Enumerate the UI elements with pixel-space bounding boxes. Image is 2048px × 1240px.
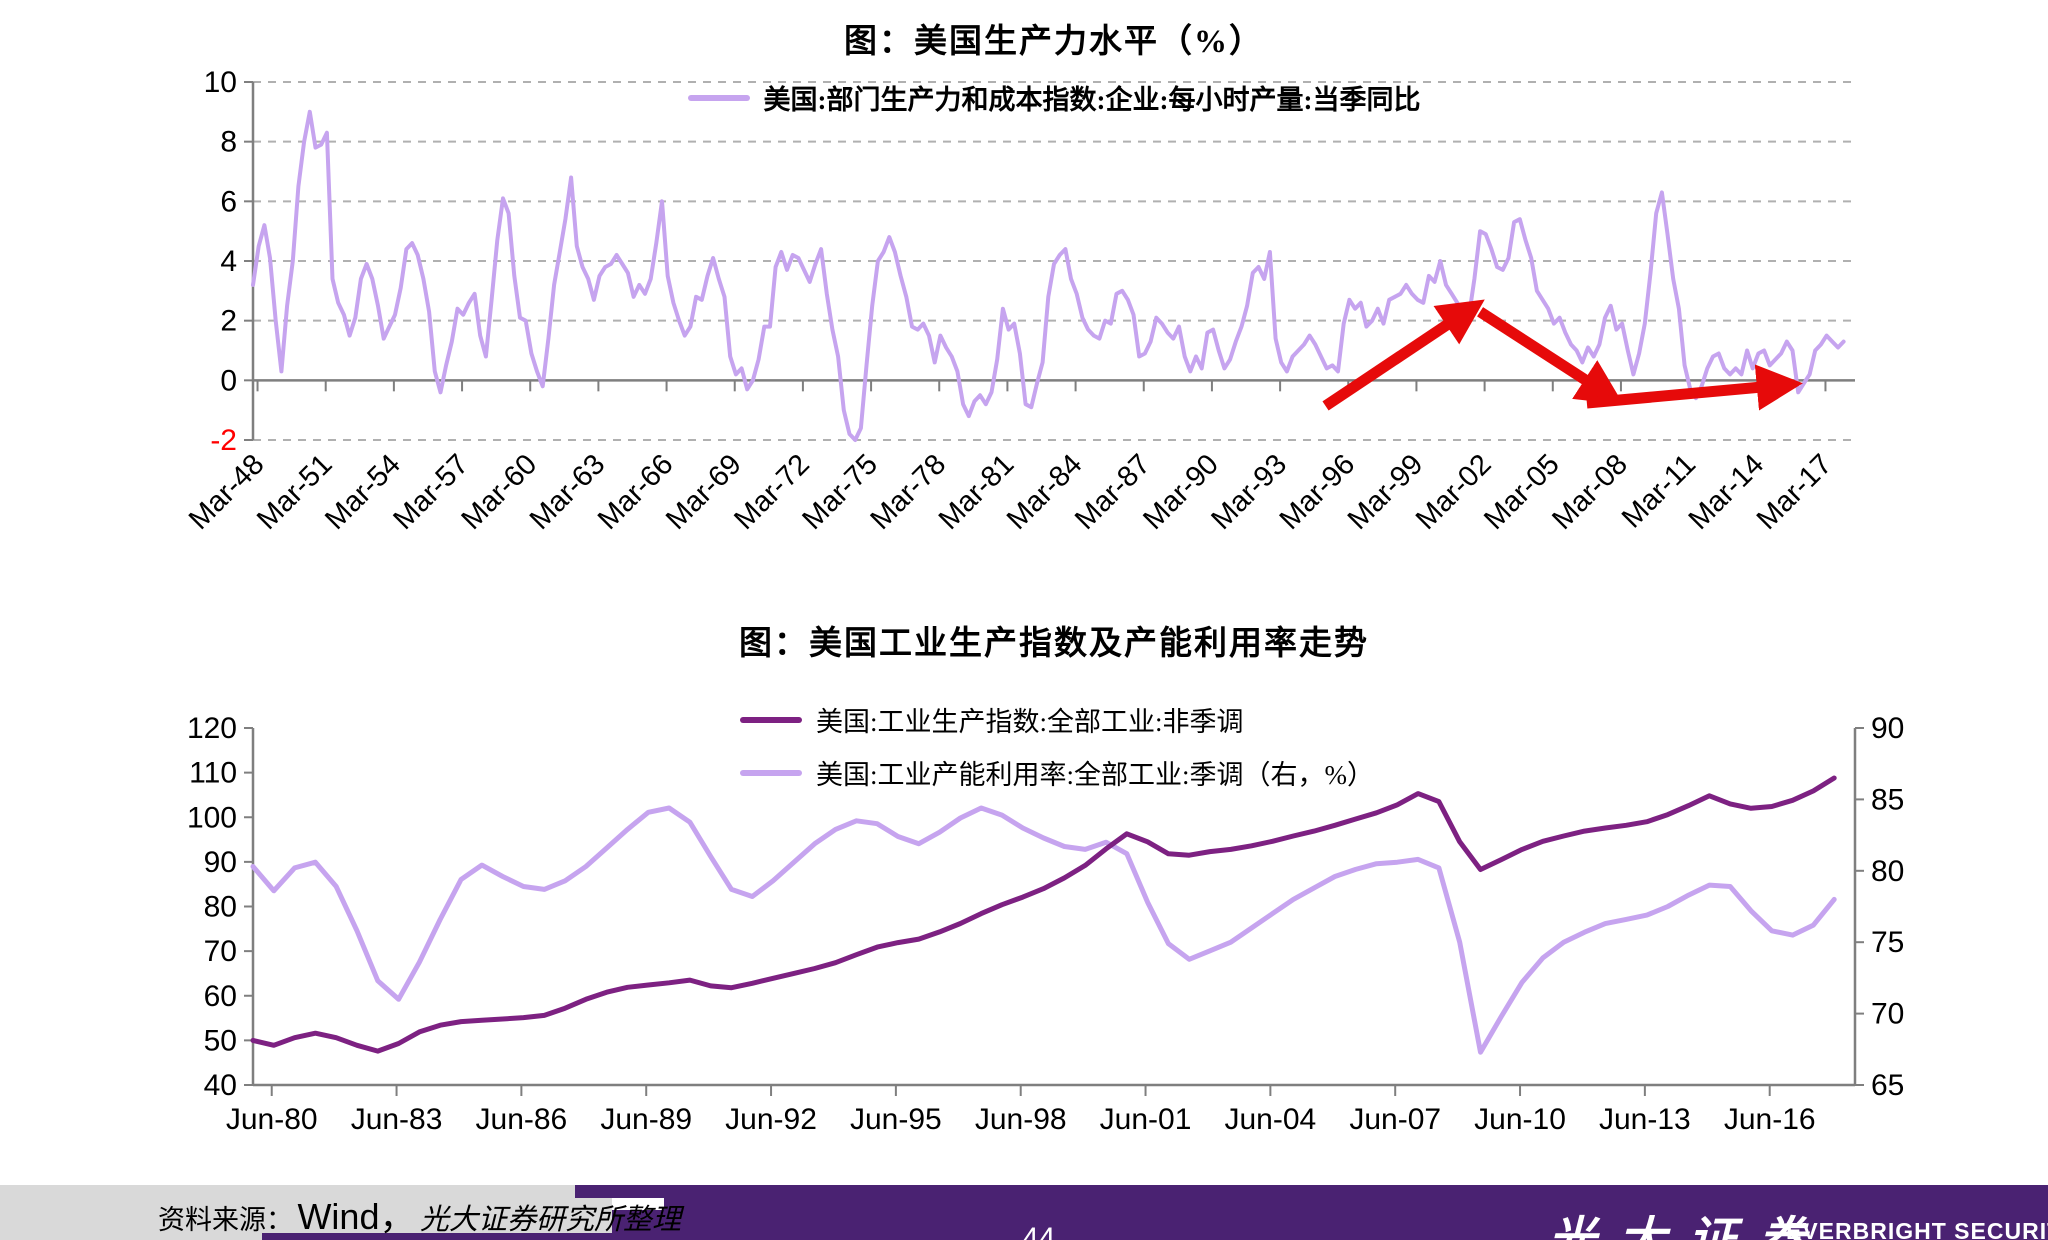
svg-text:Mar-14: Mar-14 (1683, 448, 1771, 536)
svg-text:75: 75 (1871, 926, 1904, 959)
svg-text:90: 90 (204, 846, 237, 879)
footer-banner-step (480, 1224, 612, 1233)
chart2-legend: 美国:工业生产指数:全部工业:非季调 美国:工业产能利用率:全部工业:季调（右，… (740, 700, 1374, 792)
svg-text:8: 8 (220, 126, 237, 159)
productivity-line (251, 109, 1846, 442)
footer-banner (612, 1185, 2048, 1240)
svg-text:Jun-83: Jun-83 (351, 1103, 443, 1136)
svg-text:Mar-99: Mar-99 (1342, 448, 1430, 536)
svg-text:Mar-90: Mar-90 (1137, 448, 1225, 536)
svg-text:80: 80 (204, 891, 237, 924)
chart2-plot: 120 110 100 90 80 70 60 50 40 90 85 80 75 70 65 Jun-80 J… (187, 712, 1904, 1136)
svg-text:Mar-78: Mar-78 (865, 448, 953, 536)
everbright-logo-cn: 光大证券 (1548, 1200, 1828, 1240)
svg-text:Jun-04: Jun-04 (1225, 1103, 1317, 1136)
chart2-legend-row-ip: 美国:工业生产指数:全部工业:非季调 (740, 700, 1374, 739)
svg-text:Mar-02: Mar-02 (1410, 448, 1498, 536)
svg-text:Mar-08: Mar-08 (1546, 448, 1634, 536)
trend-arrow (1322, 299, 1485, 411)
svg-text:Mar-72: Mar-72 (728, 448, 816, 536)
footer-banner-step (612, 1198, 664, 1210)
svg-text:Mar-66: Mar-66 (592, 448, 680, 536)
svg-text:2: 2 (220, 305, 237, 338)
trend-arrow (1586, 364, 1803, 411)
svg-text:Jun-07: Jun-07 (1349, 1103, 1441, 1136)
svg-text:65: 65 (1871, 1069, 1904, 1102)
svg-text:4: 4 (220, 245, 237, 278)
chart2-legend-label-ip: 美国:工业生产指数:全部工业:非季调 (816, 707, 1244, 737)
svg-text:90: 90 (1871, 712, 1904, 745)
svg-text:Mar-93: Mar-93 (1205, 448, 1293, 536)
svg-text:70: 70 (1871, 998, 1904, 1031)
svg-text:Mar-57: Mar-57 (387, 448, 475, 536)
svg-text:Mar-81: Mar-81 (933, 448, 1021, 536)
chart2-legend-label-capacity: 美国:工业产能利用率:全部工业:季调（右，%） (816, 760, 1374, 790)
source-name: Wind， (297, 1196, 416, 1237)
svg-text:Jun-13: Jun-13 (1599, 1103, 1691, 1136)
svg-text:Mar-54: Mar-54 (319, 448, 407, 536)
source-rest: 光大证券研究所整理 (419, 1204, 681, 1236)
source-label: 资料来源： (158, 1205, 293, 1235)
svg-text:Mar-51: Mar-51 (251, 448, 339, 536)
svg-text:Mar-60: Mar-60 (456, 448, 544, 536)
svg-text:10: 10 (204, 66, 237, 99)
svg-text:Mar-05: Mar-05 (1478, 448, 1566, 536)
chart1-legend: 美国:部门生产力和成本指数:企业:每小时产量:当季同比 (253, 78, 1855, 117)
chart1-title: 图：美国生产力水平（%） (844, 24, 1264, 60)
svg-text:70: 70 (204, 935, 237, 968)
svg-text:Jun-95: Jun-95 (850, 1103, 942, 1136)
svg-text:Jun-16: Jun-16 (1724, 1103, 1816, 1136)
chart2-title: 图：美国工业生产指数及产能利用率走势 (739, 626, 1369, 662)
svg-text:-2: -2 (210, 424, 237, 457)
chart2-legend-row-capacity: 美国:工业产能利用率:全部工业:季调（右，%） (740, 753, 1374, 792)
svg-text:6: 6 (220, 185, 237, 218)
svg-text:Mar-75: Mar-75 (796, 448, 884, 536)
svg-text:50: 50 (204, 1024, 237, 1057)
chart1-legend-label: 美国:部门生产力和成本指数:企业:每小时产量:当季同比 (763, 85, 1421, 115)
page-number: 44 (1022, 1222, 1056, 1240)
svg-text:Jun-01: Jun-01 (1100, 1103, 1192, 1136)
svg-text:Jun-80: Jun-80 (226, 1103, 318, 1136)
svg-text:Mar-48: Mar-48 (183, 448, 271, 536)
everbright-logo-en: EVERBRIGHT SECURITIES (1786, 1218, 2048, 1240)
svg-text:Mar-96: Mar-96 (1274, 448, 1362, 536)
footer-banner-step (262, 1233, 612, 1240)
svg-text:Mar-63: Mar-63 (524, 448, 612, 536)
svg-text:100: 100 (187, 801, 237, 834)
chart2-legend-swatch-ip (740, 716, 802, 723)
svg-text:Jun-98: Jun-98 (975, 1103, 1067, 1136)
chart1-legend-swatch (687, 94, 750, 101)
svg-text:Jun-92: Jun-92 (725, 1103, 817, 1136)
svg-text:Jun-89: Jun-89 (600, 1103, 692, 1136)
chart2-legend-swatch-capacity (740, 769, 802, 776)
svg-text:40: 40 (204, 1069, 237, 1102)
svg-text:Mar-11: Mar-11 (1616, 448, 1702, 534)
industrial-production-line (250, 775, 1837, 1054)
svg-text:Mar-69: Mar-69 (660, 448, 748, 536)
svg-text:Mar-17: Mar-17 (1751, 448, 1839, 536)
svg-text:Mar-87: Mar-87 (1069, 448, 1157, 536)
footer-banner-step (575, 1185, 615, 1198)
svg-text:Jun-86: Jun-86 (476, 1103, 568, 1136)
svg-text:60: 60 (204, 980, 237, 1013)
capacity-utilization-line (250, 805, 1837, 1055)
svg-text:80: 80 (1871, 855, 1904, 888)
svg-text:0: 0 (220, 364, 237, 397)
svg-text:120: 120 (187, 712, 237, 745)
svg-text:110: 110 (189, 757, 237, 790)
source-line: 资料来源： Wind， 光大证券研究所整理 (158, 1188, 681, 1240)
svg-text:Jun-10: Jun-10 (1474, 1103, 1566, 1136)
svg-text:85: 85 (1871, 783, 1904, 816)
trend-arrow (1477, 307, 1624, 405)
chart1-plot: 1086420-2Mar-48Mar-51Mar-54Mar-57Mar-60M… (183, 66, 1855, 536)
svg-text:Mar-84: Mar-84 (1001, 448, 1089, 536)
